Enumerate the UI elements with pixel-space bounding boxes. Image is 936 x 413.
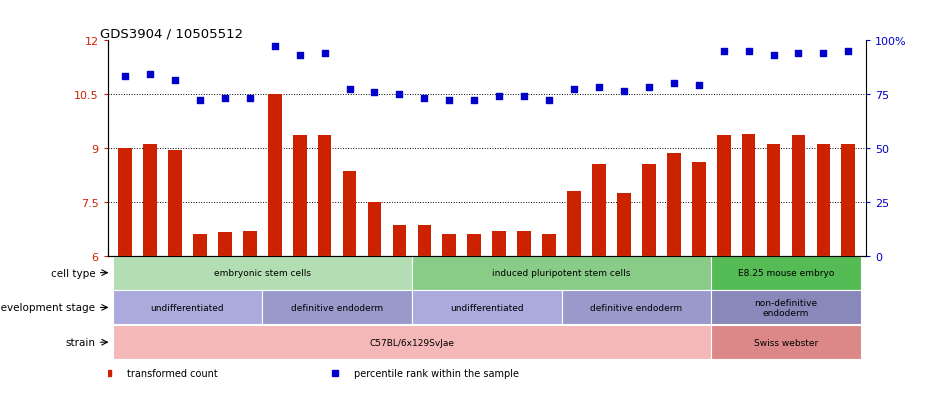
Text: percentile rank within the sample: percentile rank within the sample — [354, 368, 519, 378]
Bar — [392, 225, 406, 256]
Bar — [711, 291, 861, 325]
Bar — [592, 165, 606, 256]
Point — [542, 97, 557, 104]
Point — [566, 86, 581, 93]
Text: development stage: development stage — [0, 303, 95, 313]
Point — [442, 97, 457, 104]
Text: C57BL/6x129SvJae: C57BL/6x129SvJae — [370, 338, 454, 347]
Point — [168, 77, 183, 84]
Point — [367, 90, 382, 97]
Bar — [816, 145, 830, 256]
Text: induced pluripotent stem cells: induced pluripotent stem cells — [492, 268, 631, 278]
Point — [691, 83, 706, 89]
Point — [766, 52, 781, 59]
Point — [142, 72, 157, 78]
Point — [841, 49, 856, 55]
Bar — [518, 231, 531, 256]
Text: GDS3904 / 10505512: GDS3904 / 10505512 — [100, 27, 243, 40]
Point — [392, 92, 407, 98]
Text: E8.25 mouse embryo: E8.25 mouse embryo — [738, 268, 834, 278]
Bar — [118, 149, 132, 256]
Bar — [741, 134, 755, 256]
Text: strain: strain — [66, 337, 95, 347]
Point — [617, 88, 632, 95]
Point — [268, 43, 283, 50]
Bar — [412, 291, 562, 325]
Bar — [717, 136, 730, 256]
Bar — [692, 163, 706, 256]
Bar — [268, 95, 282, 256]
Point — [342, 86, 357, 93]
Point — [816, 50, 831, 57]
Bar — [562, 291, 711, 325]
Text: cell type: cell type — [51, 268, 95, 278]
Bar — [711, 256, 861, 290]
Bar — [417, 225, 431, 256]
Text: Swiss webster: Swiss webster — [753, 338, 818, 347]
Point — [592, 85, 607, 91]
Bar — [443, 235, 456, 256]
Text: embryonic stem cells: embryonic stem cells — [213, 268, 311, 278]
Point — [193, 97, 208, 104]
Bar — [293, 136, 306, 256]
Bar — [567, 192, 581, 256]
Bar — [143, 145, 157, 256]
Bar — [467, 235, 481, 256]
Bar — [112, 256, 412, 290]
Text: undifferentiated: undifferentiated — [450, 303, 523, 312]
Bar — [542, 235, 556, 256]
Bar — [193, 235, 207, 256]
Point — [292, 52, 307, 59]
Text: non-definitive
endoderm: non-definitive endoderm — [754, 298, 817, 317]
Bar — [243, 231, 256, 256]
Bar — [711, 325, 861, 359]
Bar — [112, 325, 711, 359]
Point — [118, 74, 133, 81]
Bar — [168, 150, 182, 256]
Text: definitive endoderm: definitive endoderm — [591, 303, 682, 312]
Bar — [841, 145, 856, 256]
Bar — [412, 256, 711, 290]
Bar — [343, 172, 357, 256]
Point — [491, 93, 506, 100]
Point — [317, 50, 332, 57]
Point — [517, 93, 532, 100]
Bar — [317, 136, 331, 256]
Bar — [767, 145, 781, 256]
Bar — [492, 231, 506, 256]
Bar — [617, 193, 631, 256]
Bar — [667, 154, 680, 256]
Bar — [218, 233, 232, 256]
Point — [791, 50, 806, 57]
Bar — [262, 291, 412, 325]
Point — [666, 81, 681, 88]
Bar — [642, 165, 656, 256]
Text: transformed count: transformed count — [126, 368, 217, 378]
Bar — [112, 291, 262, 325]
Point — [417, 95, 431, 102]
Bar — [368, 202, 381, 256]
Point — [467, 97, 482, 104]
Point — [716, 49, 731, 55]
Bar — [792, 136, 805, 256]
Point — [741, 49, 756, 55]
Text: definitive endoderm: definitive endoderm — [291, 303, 383, 312]
Point — [217, 95, 232, 102]
Point — [641, 85, 656, 91]
Point — [242, 95, 257, 102]
Text: undifferentiated: undifferentiated — [151, 303, 225, 312]
